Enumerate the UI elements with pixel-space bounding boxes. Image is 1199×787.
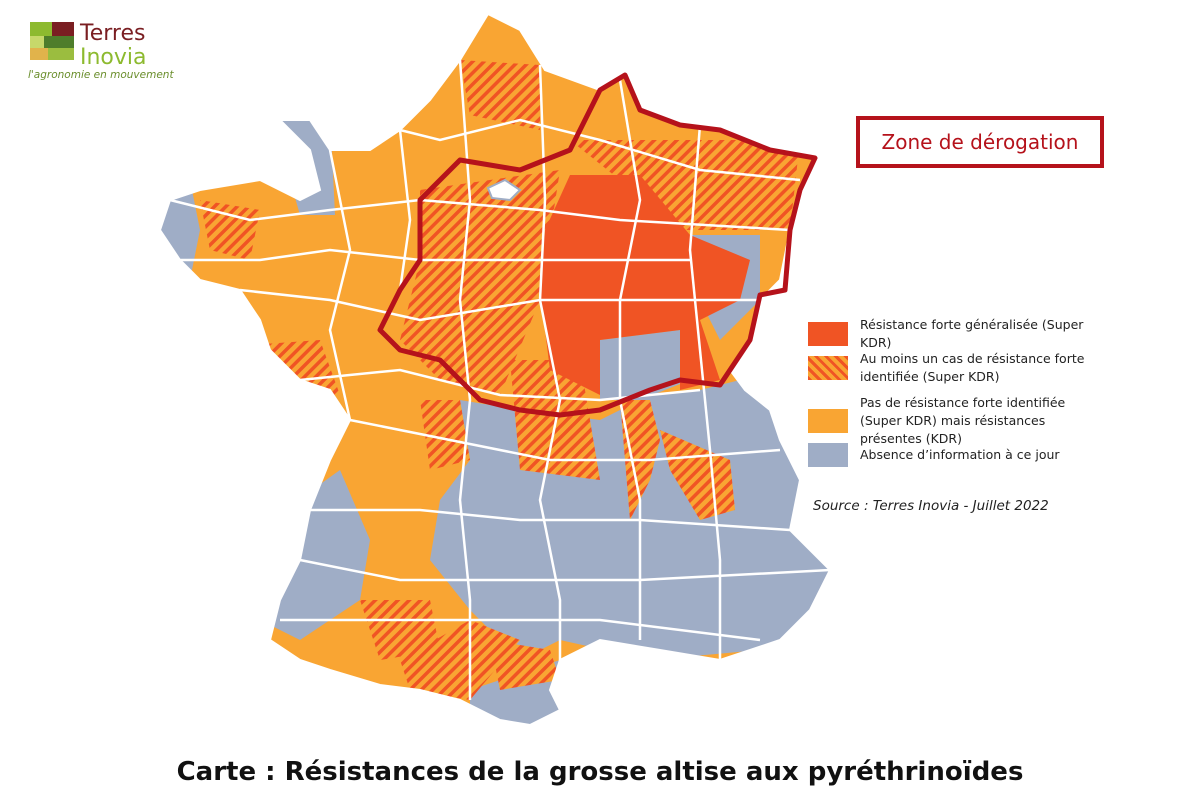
zone-label: Zone de dérogation (882, 130, 1079, 154)
logo-block (48, 48, 74, 60)
swatch (808, 409, 848, 434)
legend-label: Résistance forte généralisée (Super KDR) (860, 317, 1084, 351)
legend-item: Au moins un cas de résistance forte iden… (808, 350, 1108, 386)
logo-text: Inovia (80, 45, 147, 70)
legend-label: Pas de résistance forte identifiée (Supe… (860, 395, 1066, 447)
logo-block (44, 36, 74, 48)
source: Source : Terres Inovia - Juillet 2022 (813, 498, 1049, 514)
derogation-boundary (377, 72, 818, 418)
logo-block (30, 48, 48, 60)
logo-block (52, 22, 74, 36)
swatch (808, 443, 848, 467)
legend-item: Pas de résistance forte identifiée (Supe… (808, 394, 1108, 448)
zone-box (856, 116, 1104, 168)
logo-text: Terres (79, 21, 145, 46)
legend-label: Au moins un cas de résistance forte iden… (860, 351, 1085, 385)
legend-label: Absence d’information à ce jour (860, 446, 1060, 462)
legend-item: Absence d’information à ce jour (808, 443, 1108, 467)
logo-tagline: l'agronomie en mouvement (28, 69, 174, 81)
caption: Carte : Résistances de la grosse altise … (177, 757, 1024, 787)
swatch (808, 322, 848, 347)
swatch (808, 356, 848, 381)
logo-block (30, 22, 52, 36)
legend-item: Résistance forte généralisée (Super KDR) (808, 316, 1108, 352)
logo-block (30, 36, 44, 48)
